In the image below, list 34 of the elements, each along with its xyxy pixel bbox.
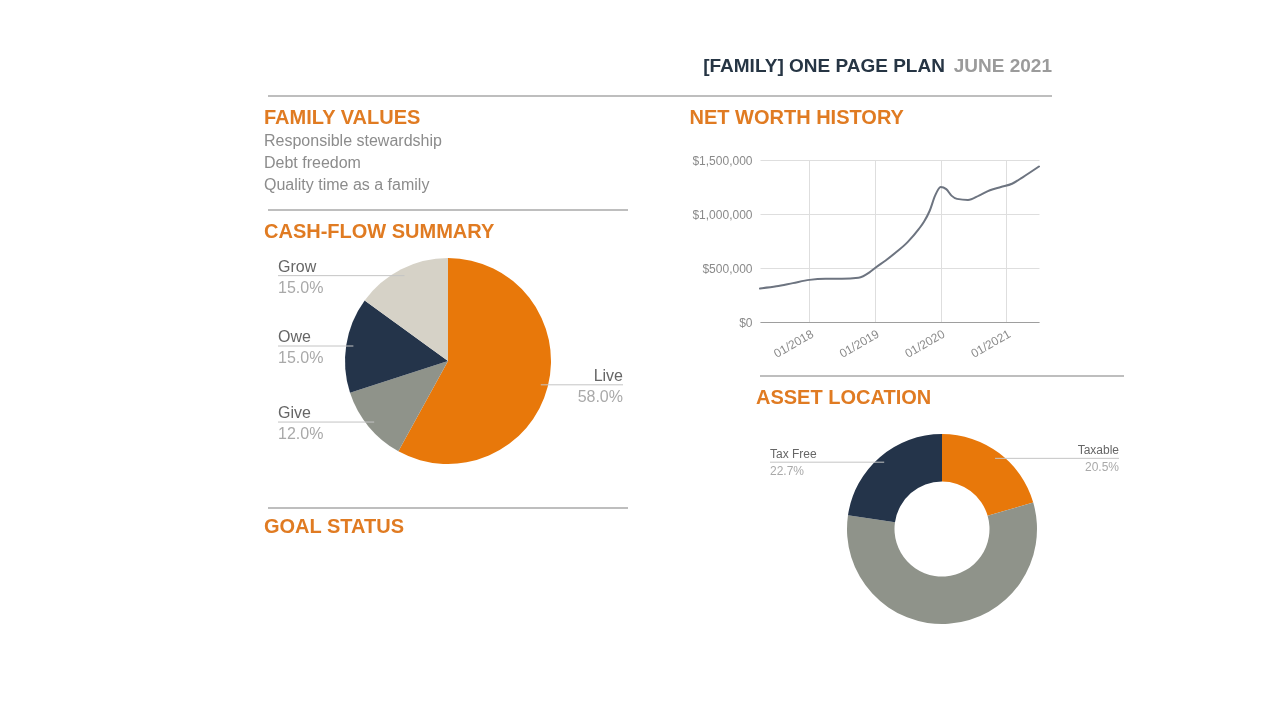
text: JUNE 2021 — [953, 55, 1053, 76]
text: GOAL STATUS — [264, 515, 404, 537]
y-tick-label: $1,500,000 — [692, 153, 753, 168]
pie-slice — [398, 258, 551, 464]
y-tick-label: $0 — [739, 315, 753, 330]
data-label: 22.7% — [770, 464, 805, 479]
data-label: 15.0% — [278, 349, 324, 367]
slice-label: Tax Free — [770, 447, 818, 462]
donut-slice — [847, 434, 942, 523]
slice-label: Owe — [278, 328, 311, 346]
text: Quality time as a family — [264, 176, 430, 193]
chart-title: CASH-FLOW SUMMARY — [264, 220, 495, 242]
data-label: 15.0% — [278, 278, 324, 296]
slice-label: Live — [593, 366, 624, 384]
donut-slice — [942, 434, 1034, 516]
slice-label: Grow — [278, 257, 317, 275]
data-label: 58.0% — [577, 387, 623, 405]
donut-slice — [847, 502, 1037, 624]
pie-slice — [345, 300, 448, 393]
text: Responsible stewardship — [264, 132, 442, 149]
slice-label: Give — [278, 404, 311, 422]
chart-title: ASSET LOCATION — [756, 386, 932, 408]
pie-slice — [350, 361, 448, 452]
y-tick-label: $500,000 — [702, 261, 753, 276]
data-label: 20.5% — [1084, 460, 1120, 475]
data-label: 12.0% — [278, 425, 324, 443]
y-tick-label: $1,000,000 — [692, 207, 753, 222]
text: FAMILY VALUES — [264, 106, 421, 128]
chart-title: NET WORTH HISTORY — [689, 106, 905, 128]
text: [FAMILY] ONE PAGE PLAN — [703, 55, 945, 76]
line-series — [759, 165, 1040, 290]
slice-label: Taxable — [1077, 443, 1120, 458]
text: Debt freedom — [264, 154, 361, 171]
pie-slice — [364, 258, 448, 361]
